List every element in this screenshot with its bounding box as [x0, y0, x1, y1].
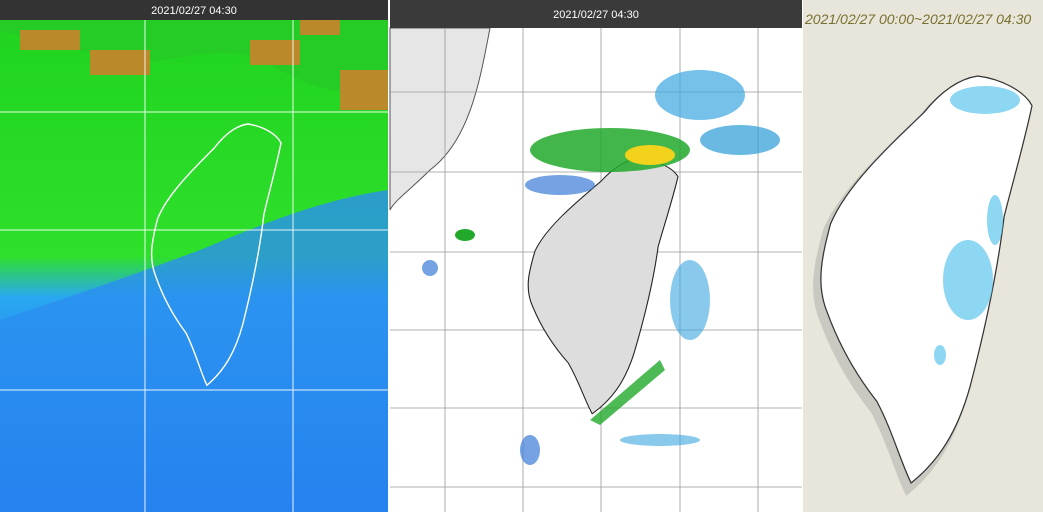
rain-areas: [934, 86, 1020, 365]
mainland: [389, 27, 491, 211]
cloud-area: [0, 0, 388, 93]
echoes: [422, 70, 780, 465]
radar-panel: 2021/02/27 04:30: [389, 0, 802, 512]
satellite-panel: 2021/02/27 04:30: [0, 0, 388, 512]
header: [0, 0, 388, 20]
timestamp: 2021/02/27 04:30: [151, 5, 237, 17]
timestamp: 2021/02/27 04:30: [553, 9, 639, 21]
rainfall-panel: 2021/02/27 00:00~2021/02/27 04:30: [803, 0, 1043, 512]
header: [390, 0, 802, 28]
grid: [0, 20, 388, 512]
time-range: 2021/02/27 00:00~2021/02/27 04:30: [804, 11, 1031, 27]
high-cloud: [20, 20, 388, 110]
